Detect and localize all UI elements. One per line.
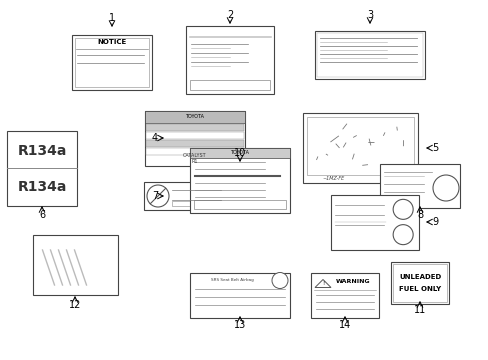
Bar: [306, 117, 413, 175]
Text: FUEL ONLY: FUEL ONLY: [398, 286, 440, 292]
Text: 6: 6: [39, 210, 45, 220]
Text: SRS Seat Belt Airbag: SRS Seat Belt Airbag: [210, 279, 253, 283]
Text: 14: 14: [338, 320, 350, 330]
Text: NOTICE: NOTICE: [97, 40, 126, 45]
Circle shape: [432, 175, 458, 201]
Text: 11: 11: [413, 305, 425, 315]
Bar: [185, 26, 273, 94]
Text: CATALYST: CATALYST: [183, 153, 206, 158]
Text: 5: 5: [431, 143, 437, 153]
Text: TOYOTA: TOYOTA: [185, 114, 204, 119]
Bar: [310, 273, 378, 318]
Text: WARNING: WARNING: [335, 279, 370, 284]
Text: 10: 10: [233, 148, 245, 158]
Text: UNLEADED: UNLEADED: [398, 274, 440, 280]
Bar: [146, 123, 244, 130]
Bar: [172, 201, 220, 206]
Circle shape: [147, 185, 169, 207]
Bar: [190, 148, 289, 212]
Bar: [143, 182, 225, 210]
Bar: [146, 148, 244, 154]
Text: 1: 1: [109, 13, 115, 23]
Bar: [302, 113, 417, 183]
Text: 9: 9: [431, 217, 437, 227]
Text: ~1MZ-FE: ~1MZ-FE: [322, 175, 344, 180]
Bar: [194, 199, 285, 208]
Text: !: !: [321, 281, 324, 286]
Text: TOYOTA: TOYOTA: [230, 150, 249, 155]
Text: 3: 3: [366, 10, 372, 20]
Text: R134a: R134a: [17, 180, 66, 194]
Polygon shape: [314, 279, 330, 288]
Bar: [390, 262, 448, 304]
Bar: [145, 111, 244, 122]
Text: 8: 8: [416, 210, 422, 220]
Bar: [7, 130, 77, 206]
Bar: [32, 235, 117, 295]
Bar: [190, 273, 289, 318]
Bar: [314, 31, 424, 79]
Circle shape: [392, 225, 412, 245]
Text: 12: 12: [69, 300, 81, 310]
Text: R134a: R134a: [17, 144, 66, 158]
Text: 4: 4: [152, 133, 158, 143]
Bar: [146, 131, 244, 139]
Bar: [146, 139, 244, 147]
Circle shape: [271, 273, 287, 288]
Bar: [145, 111, 244, 166]
Text: 7: 7: [152, 191, 158, 201]
Bar: [190, 148, 289, 158]
Bar: [75, 37, 149, 86]
Bar: [330, 194, 418, 249]
Text: 2: 2: [226, 10, 233, 20]
Text: 13: 13: [233, 320, 245, 330]
Bar: [316, 33, 422, 77]
Text: R1: R1: [191, 159, 198, 164]
Bar: [379, 164, 459, 208]
Bar: [72, 35, 152, 90]
Circle shape: [392, 199, 412, 219]
Bar: [190, 80, 269, 90]
Bar: [392, 264, 446, 302]
